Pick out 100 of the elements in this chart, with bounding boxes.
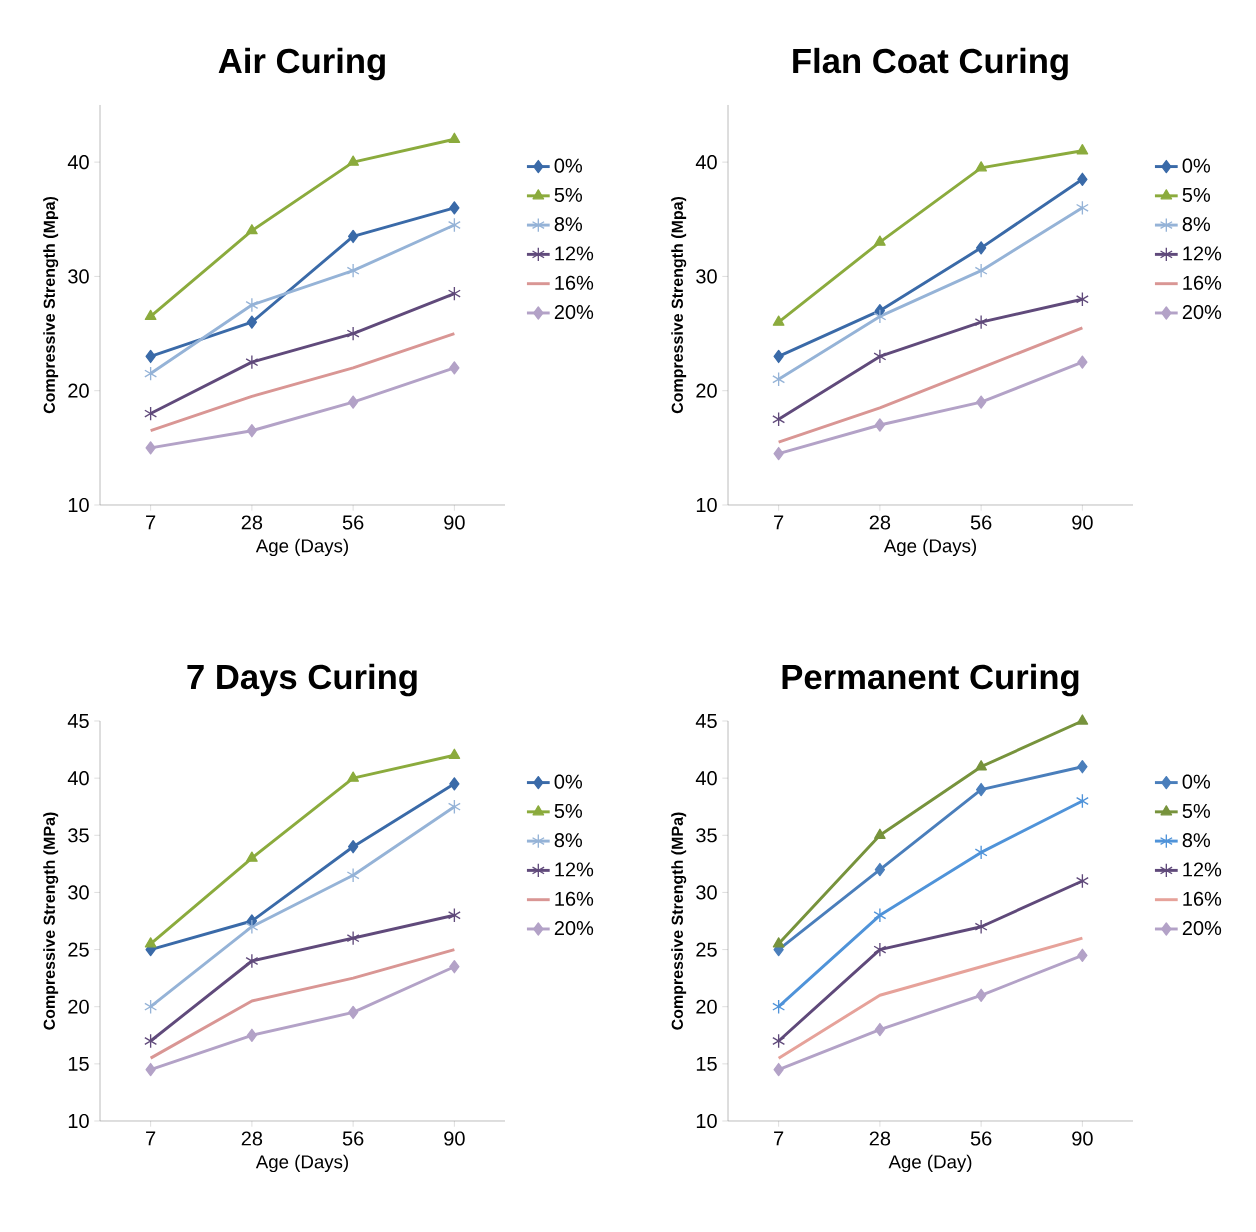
x-tick-label: 90 [444, 515, 465, 530]
legend-label: 12% [555, 246, 594, 261]
point [975, 161, 987, 172]
legend-label: 5% [1182, 187, 1211, 202]
x-tick-label: 28 [241, 1131, 263, 1146]
x-tick-label: 56 [970, 515, 992, 530]
y-tick-label: 40 [695, 155, 717, 170]
point [447, 217, 461, 233]
y-axis-title: Compressive Strength (Mpa) [671, 196, 687, 414]
point [145, 441, 156, 455]
y-tick-label: 45 [67, 714, 89, 728]
legend-label: 20% [554, 921, 594, 936]
y-axis-title: Compressive Strength (MPa) [43, 812, 59, 1030]
y-tick-label: 40 [695, 771, 717, 786]
legend-label: 20% [1182, 921, 1222, 936]
point [245, 953, 259, 969]
point [873, 942, 887, 957]
point [1077, 948, 1088, 962]
legend-label: 20% [554, 304, 594, 320]
y-tick-label: 15 [68, 1056, 89, 1071]
x-axis-title: Age (Days) [255, 1154, 348, 1173]
chart-title: Flan Coat Curing [793, 47, 1068, 81]
legend-label: 12% [1183, 246, 1222, 261]
point [346, 867, 360, 883]
point [874, 1022, 886, 1037]
point [346, 930, 360, 946]
point [144, 999, 158, 1015]
point [347, 1005, 359, 1020]
y-tick-label: 20 [68, 383, 89, 398]
legend-label: 0% [1182, 774, 1211, 789]
x-tick-label: 90 [1072, 515, 1093, 530]
point [347, 771, 359, 782]
x-tick-label: 56 [970, 1131, 992, 1146]
x-axis-title: Age (Day) [888, 1154, 972, 1173]
legend-label: 0% [554, 774, 583, 789]
point [245, 354, 259, 370]
y-tick-label: 45 [695, 714, 717, 728]
legend-label: 16% [1183, 891, 1222, 906]
y-tick-label: 35 [696, 828, 717, 843]
point [145, 349, 156, 364]
y-tick-label: 40 [67, 771, 89, 786]
point [974, 263, 988, 279]
line-series [777, 936, 1084, 1060]
point [144, 406, 158, 421]
y-tick-label: 15 [696, 1056, 717, 1071]
point [772, 999, 786, 1015]
y-tick-label: 20 [696, 999, 717, 1014]
y-tick-label: 25 [696, 942, 717, 957]
point [449, 361, 460, 375]
legend-label: 16% [555, 891, 594, 906]
x-tick-label: 90 [444, 1131, 465, 1146]
point [447, 907, 461, 923]
point [1075, 291, 1089, 307]
y-tick-label: 30 [68, 269, 89, 284]
point [772, 1033, 786, 1049]
point [447, 286, 461, 301]
point [874, 862, 886, 877]
point [974, 919, 988, 935]
legend-label: 5% [554, 803, 583, 818]
point [873, 907, 887, 923]
chart-title: Permanent Curing [782, 663, 1079, 697]
point [246, 1028, 258, 1042]
y-axis-title: Compressive Strength (Mpa) [43, 196, 59, 414]
point [449, 201, 460, 215]
point [144, 1033, 158, 1049]
legend-label: 16% [1183, 275, 1222, 290]
point [144, 366, 158, 381]
point [975, 782, 987, 797]
legend-label: 8% [554, 833, 583, 848]
x-tick-label: 7 [774, 1131, 784, 1146]
point [975, 395, 987, 409]
point [974, 314, 988, 330]
chart-title: Air Curing [218, 47, 385, 81]
line-series [149, 332, 456, 433]
point [246, 851, 258, 862]
point [772, 315, 785, 326]
point [347, 840, 359, 854]
line-series [149, 948, 456, 1060]
point [975, 241, 987, 255]
point [1075, 793, 1089, 809]
point [347, 229, 359, 244]
point [144, 937, 157, 948]
point [773, 349, 784, 364]
point [1076, 144, 1089, 155]
x-tick-label: 56 [342, 515, 364, 530]
legend-label: 8% [554, 217, 583, 232]
point [1077, 355, 1088, 369]
legend-label: 0% [1182, 158, 1211, 173]
point [144, 309, 157, 321]
x-axis-title: Age (Days) [255, 538, 348, 557]
point [975, 760, 987, 771]
y-tick-label: 30 [696, 269, 717, 284]
legend-label: 16% [555, 275, 594, 290]
y-tick-label: 25 [68, 942, 89, 957]
point [448, 132, 461, 143]
point [1077, 760, 1088, 774]
point [1076, 714, 1089, 725]
legend-label: 5% [554, 187, 583, 202]
y-tick-label: 20 [68, 999, 89, 1014]
point [449, 777, 460, 791]
